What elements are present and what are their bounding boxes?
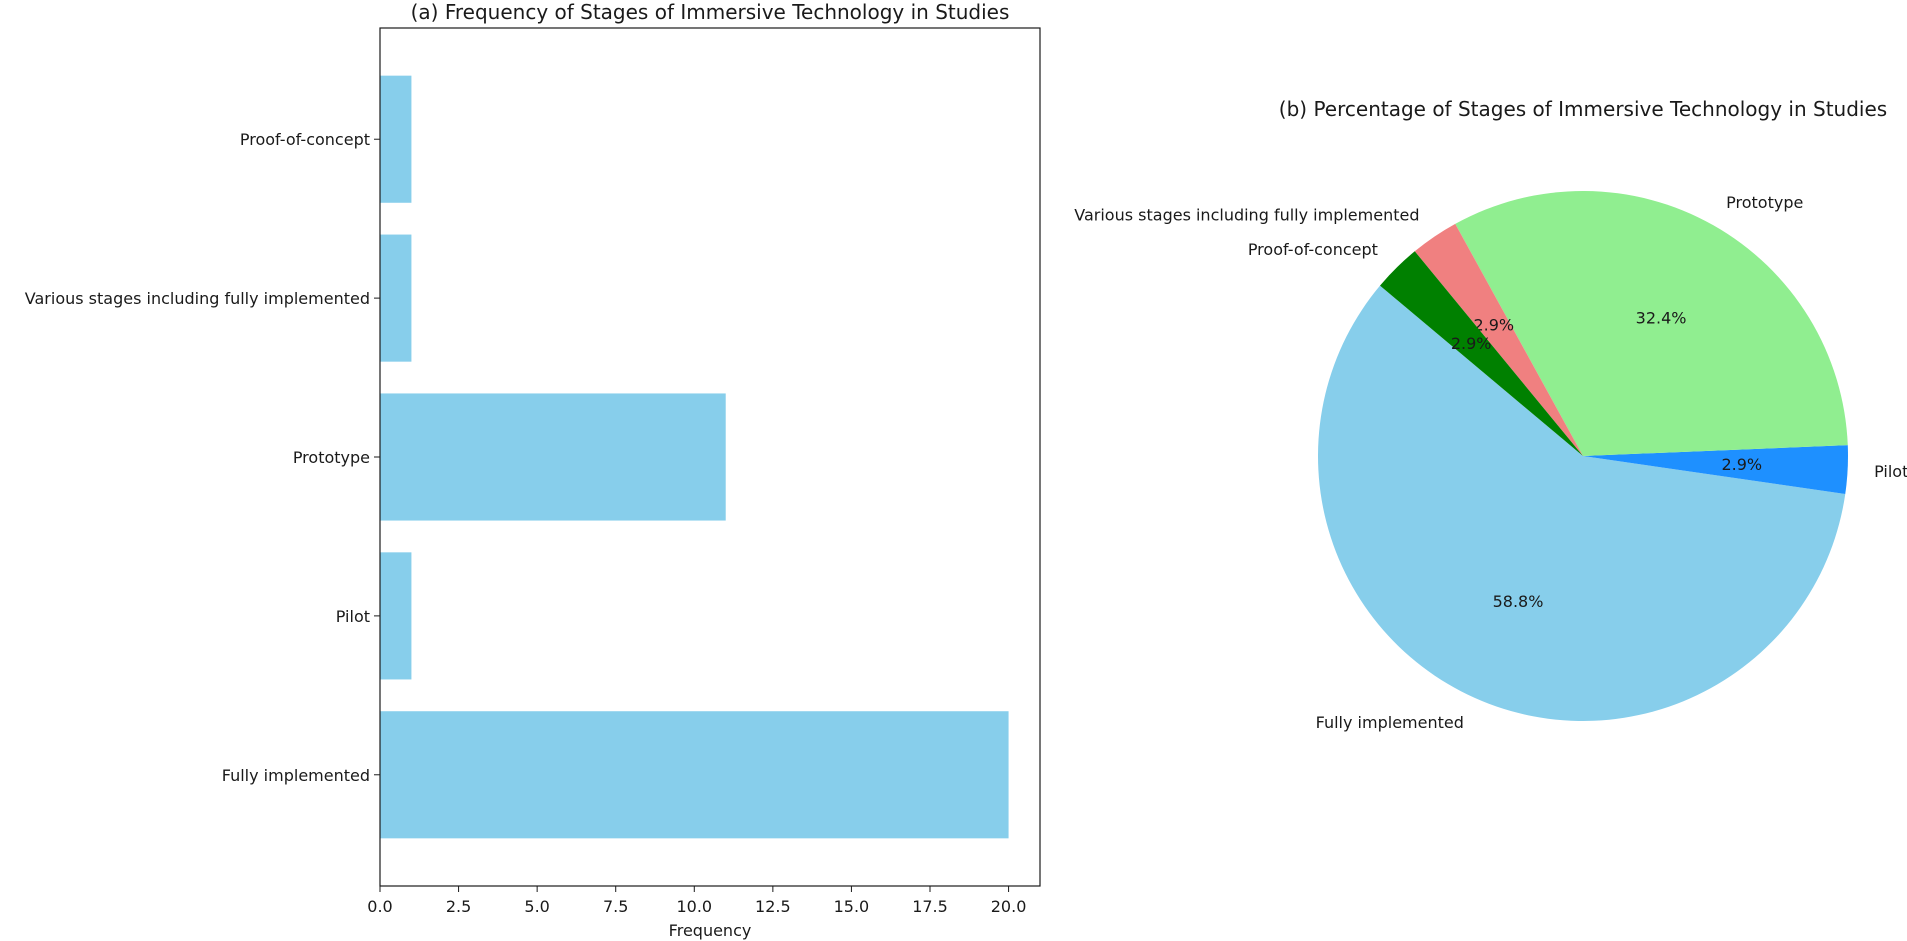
y-tick-label: Pilot (336, 607, 370, 626)
x-axis-label: Frequency (669, 921, 752, 940)
x-tick-label: 0.0 (367, 897, 392, 916)
slice-percentage: 2.9% (1451, 334, 1492, 353)
bar-chart: Fully implemented Pilot Prototype Various s… (25, 0, 1041, 940)
slice-label: Various stages including fully implement… (1074, 206, 1419, 225)
slice-percentage: 2.9% (1721, 455, 1762, 474)
bar (380, 75, 412, 203)
pie-slice (1379, 251, 1583, 456)
slice-label: Pilot (1874, 462, 1907, 481)
bar (380, 234, 412, 362)
bar (380, 393, 726, 521)
x-tick-label: 12.5 (755, 897, 791, 916)
pie-slice (1317, 285, 1846, 722)
slice-percentage: 2.9% (1473, 315, 1514, 334)
plot-frame (379, 27, 1041, 887)
x-tick-label: 20.0 (991, 897, 1027, 916)
x-tick-label: 10.0 (676, 897, 712, 916)
y-tick-label: Prototype (293, 448, 370, 467)
x-tick-label: 7.5 (603, 897, 628, 916)
slice-percentage: 32.4% (1636, 308, 1687, 327)
x-tick-label: 15.0 (834, 897, 870, 916)
chart-title: (a) Frequency of Stages of Immersive Tec… (411, 0, 1010, 24)
bar (380, 711, 1009, 839)
pie-chart: 58.8% Fully implemented 2.9% Pilot 32.4% Prot… (1074, 97, 1907, 732)
bar (380, 552, 412, 680)
x-tick-label: 17.5 (912, 897, 948, 916)
y-tick-label: Various stages including fully implement… (25, 289, 370, 308)
pie-slice (1414, 223, 1583, 456)
y-tick-label: Proof-of-concept (240, 130, 370, 149)
slice-percentage: 58.8% (1493, 592, 1544, 611)
x-tick-label: 5.0 (524, 897, 549, 916)
y-tick-label: Fully implemented (222, 766, 370, 785)
pie-slice (1583, 445, 1849, 494)
slice-label: Fully implemented (1316, 713, 1464, 732)
slice-label: Proof-of-concept (1248, 240, 1378, 259)
slice-label: Prototype (1726, 193, 1803, 212)
chart-title: (b) Percentage of Stages of Immersive Te… (1279, 97, 1887, 121)
pie-slice (1455, 190, 1848, 457)
x-tick-label: 2.5 (446, 897, 471, 916)
